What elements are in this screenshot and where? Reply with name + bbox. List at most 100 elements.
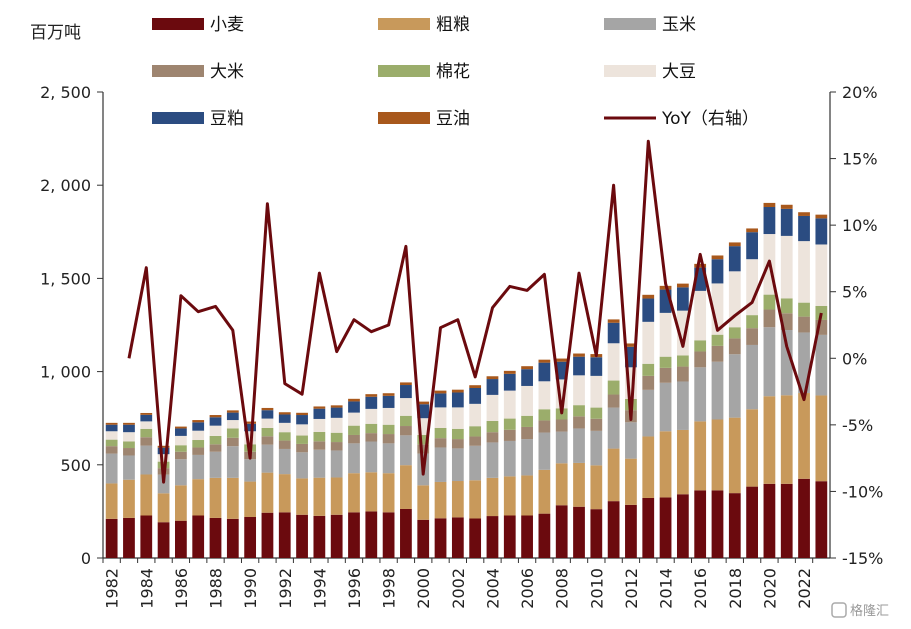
bar-segment xyxy=(521,369,533,386)
bar-segment xyxy=(296,514,308,558)
bar-segment xyxy=(140,414,153,422)
bar-segment xyxy=(798,393,810,479)
left-tick-label: 500 xyxy=(60,456,91,475)
bar-segment xyxy=(313,431,326,442)
bar-segment xyxy=(469,518,482,558)
bar-segment xyxy=(728,493,741,558)
bar-segment xyxy=(365,408,378,424)
bar-segment xyxy=(348,401,360,413)
bar-segment xyxy=(728,338,741,355)
bar-segment xyxy=(780,204,793,209)
bar-segment xyxy=(676,366,689,382)
bar-segment xyxy=(469,385,482,389)
bar-segment xyxy=(711,259,724,284)
bar-segment xyxy=(365,394,378,397)
bar-segment xyxy=(261,512,274,558)
right-tick-label: -5% xyxy=(842,416,873,435)
bar-segment xyxy=(625,422,637,459)
bar-segment xyxy=(746,328,758,345)
bar-segment xyxy=(555,361,568,380)
bar-segment xyxy=(105,424,118,432)
bar-segment xyxy=(607,501,620,558)
x-tick-label: 2006 xyxy=(518,568,537,609)
bar-segment xyxy=(815,334,828,396)
bar-segment xyxy=(123,424,135,433)
bar-segment xyxy=(244,459,257,482)
bar-segment xyxy=(209,451,222,478)
bar-segment xyxy=(261,436,274,445)
x-tick-label: 1994 xyxy=(310,568,329,609)
bar-segment xyxy=(521,385,533,416)
bar-segment xyxy=(296,424,308,436)
bar-segment xyxy=(209,444,222,452)
bar-segment xyxy=(555,505,568,558)
bar-segment xyxy=(157,522,170,558)
bar-segment xyxy=(105,483,118,519)
bar-segment xyxy=(192,422,205,431)
legend-swatch xyxy=(152,112,204,124)
bar-segment xyxy=(521,475,533,516)
bar-segment xyxy=(175,485,187,521)
bar-segment xyxy=(451,481,464,518)
bar-segment xyxy=(625,458,637,505)
x-tick-label: 1996 xyxy=(345,568,364,609)
bar-segment xyxy=(417,401,430,405)
bar-segment xyxy=(694,367,707,422)
bar-segment xyxy=(313,515,326,558)
bar-segment xyxy=(521,426,533,440)
bar-segment xyxy=(261,444,274,473)
bar-segment xyxy=(573,462,585,507)
x-tick-label: 2016 xyxy=(691,568,710,609)
bar-segment xyxy=(296,415,308,425)
right-tick-label: 10% xyxy=(842,216,878,235)
bar-segment xyxy=(382,393,395,396)
bar-segment xyxy=(400,435,412,466)
bar-segment xyxy=(573,405,585,417)
bar-segment xyxy=(209,417,222,426)
bar-segment xyxy=(625,346,637,368)
bar-segment xyxy=(503,440,516,477)
bar-segment xyxy=(192,420,205,423)
bar-segment xyxy=(434,481,447,519)
legend-label: 棉花 xyxy=(436,62,470,82)
bar-segment xyxy=(815,481,828,558)
bar-segment xyxy=(642,497,655,558)
bar-segment xyxy=(607,322,620,344)
bar-segment xyxy=(659,431,672,498)
bar-segment xyxy=(538,409,551,421)
x-tick-label: 1998 xyxy=(380,568,399,609)
bar-segment xyxy=(105,446,118,454)
bar-segment xyxy=(625,343,637,347)
bar-segment xyxy=(642,298,655,322)
bar-segment xyxy=(434,438,447,448)
bar-segment xyxy=(659,312,672,357)
bar-segment xyxy=(400,385,412,399)
bar-segment xyxy=(469,480,482,519)
bar-segment xyxy=(659,382,672,432)
bar-segment xyxy=(123,441,135,449)
bar-segment xyxy=(763,327,776,397)
bar-segment xyxy=(659,367,672,383)
bar-segment xyxy=(694,351,707,368)
bar-segment xyxy=(815,395,828,482)
bar-segment xyxy=(313,477,326,516)
bar-segment xyxy=(486,376,499,380)
bar-segment xyxy=(538,513,551,558)
bar-segment xyxy=(815,244,828,306)
bar-segment xyxy=(365,396,378,409)
bar-segment xyxy=(261,407,274,411)
bar-segment xyxy=(486,432,499,443)
bar-segment xyxy=(382,512,395,558)
bar-segment xyxy=(728,242,741,247)
bar-segment xyxy=(278,512,291,558)
bar-segment xyxy=(192,515,205,558)
bar-segment xyxy=(417,404,430,419)
bar-segment xyxy=(728,271,741,328)
legend-swatch xyxy=(604,18,656,30)
bar-segment xyxy=(261,410,274,419)
bar-segment xyxy=(503,515,516,558)
bar-segment xyxy=(451,392,464,408)
bar-segment xyxy=(140,421,153,429)
bar-segment xyxy=(642,436,655,498)
bar-segment xyxy=(209,517,222,558)
